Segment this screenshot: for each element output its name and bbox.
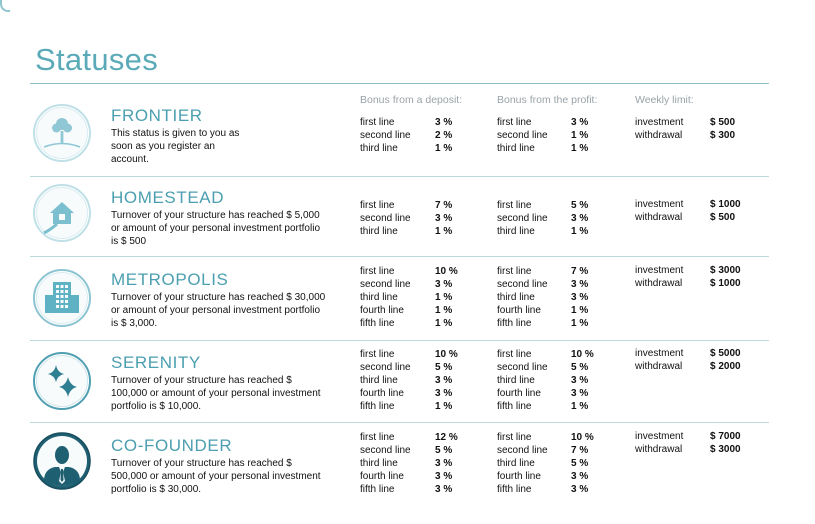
profit-line-labels: first line second line third line fourth li… — [497, 349, 548, 412]
status-name: HOMESTEAD — [111, 188, 225, 207]
businessman-icon — [32, 431, 92, 491]
sparkle-icon — [32, 351, 92, 411]
limit-labels: investment withdrawal — [635, 348, 684, 372]
deposit-line-labels: first line second line third line — [360, 200, 411, 237]
limit-values: $ 500 $ 300 — [710, 117, 736, 141]
page-title: Statuses — [35, 42, 159, 77]
status-name: FRONTIER — [111, 106, 203, 125]
profit-percentages: 7 % 3 % 3 % 1 % 1 % — [571, 266, 589, 329]
status-name: METROPOLIS — [111, 270, 229, 289]
deposit-percentages: 12 % 5 % 3 % 3 % 3 % — [435, 432, 458, 495]
deposit-line-labels: first line second line third line fourth li… — [360, 349, 411, 412]
header-deposit-bonus: Bonus from a deposit: — [360, 94, 463, 106]
row-divider — [30, 176, 769, 177]
status-name: SERENITY — [111, 353, 201, 372]
deposit-percentages: 7 % 3 % 1 % — [435, 200, 453, 237]
profit-line-labels: first line second line third line — [497, 117, 548, 154]
profit-percentages: 3 % 1 % 1 % — [571, 117, 589, 154]
limit-labels: investment withdrawal — [635, 265, 684, 289]
limit-labels: investment withdrawal — [635, 199, 684, 223]
status-description: Turnover of your structure has reached $… — [111, 458, 321, 495]
building-icon — [32, 268, 92, 328]
title-divider — [30, 83, 769, 84]
deposit-line-labels: first line second line third line fourth li… — [360, 266, 411, 329]
deposit-percentages: 10 % 3 % 1 % 1 % 1 % — [435, 266, 458, 329]
limit-values: $ 1000 $ 500 — [710, 199, 741, 223]
status-name: CO-FOUNDER — [111, 436, 233, 455]
limit-values: $ 5000 $ 2000 — [710, 348, 741, 372]
limit-values: $ 3000 $ 1000 — [710, 265, 741, 289]
limit-values: $ 7000 $ 3000 — [710, 431, 741, 455]
limit-labels: investment withdrawal — [635, 431, 684, 455]
profit-line-labels: first line second line third line fourth li… — [497, 432, 548, 495]
deposit-line-labels: first line second line third line fourth li… — [360, 432, 411, 495]
row-divider — [30, 422, 769, 423]
profit-percentages: 10 % 5 % 3 % 3 % 1 % — [571, 349, 594, 412]
profit-line-labels: first line second line third line — [497, 200, 548, 237]
header-profit-bonus: Bonus from the profit: — [497, 94, 598, 106]
status-description: Turnover of your structure has reached $… — [111, 210, 320, 247]
deposit-percentages: 3 % 2 % 1 % — [435, 117, 453, 154]
profit-percentages: 10 % 7 % 5 % 3 % 3 % — [571, 432, 594, 495]
tree-icon — [32, 103, 92, 163]
header-weekly-limit: Weekly limit: — [635, 94, 694, 106]
deposit-percentages: 10 % 5 % 3 % 3 % 1 % — [435, 349, 458, 412]
profit-percentages: 5 % 3 % 1 % — [571, 200, 589, 237]
status-description: Turnover of your structure has reached $… — [111, 375, 321, 412]
status-description: This status is given to you as soon as y… — [111, 128, 240, 165]
row-divider — [30, 256, 769, 257]
profit-line-labels: first line second line third line fourth li… — [497, 266, 548, 329]
limit-labels: investment withdrawal — [635, 117, 684, 141]
status-description: Turnover of your structure has reached $… — [111, 292, 326, 329]
corner-decoration — [0, 0, 10, 12]
deposit-line-labels: first line second line third line — [360, 117, 411, 154]
house-icon — [32, 183, 92, 243]
row-divider — [30, 340, 769, 341]
